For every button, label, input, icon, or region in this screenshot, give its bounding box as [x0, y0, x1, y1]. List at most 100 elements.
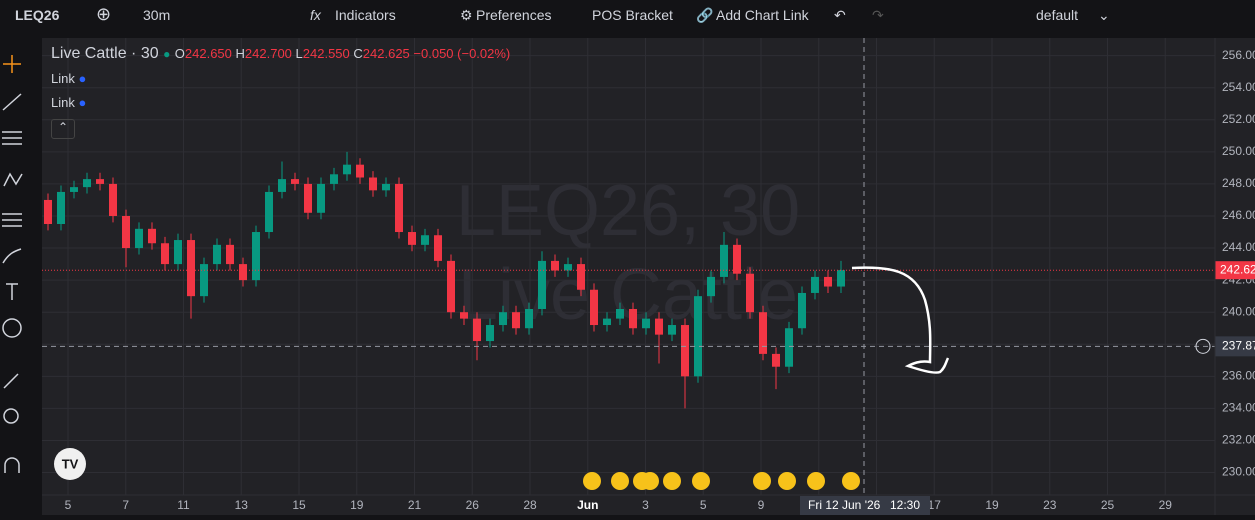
candle-body [655, 318, 663, 335]
candle-body [837, 270, 845, 287]
candle-body [798, 292, 806, 329]
interval[interactable]: 30m [143, 7, 171, 23]
candle-body [122, 215, 130, 249]
candle-body [759, 312, 767, 354]
x-tick-label: 21 [408, 498, 422, 512]
collapse[interactable]: ⌃ [51, 119, 75, 139]
crosshair-clock-label: 12:30 [890, 498, 920, 512]
link[interactable]: Link [51, 71, 75, 86]
candle-body [395, 183, 403, 233]
pos-bracket[interactable]: POS Bracket [592, 7, 673, 23]
y-tick-label: 256.00 [1222, 48, 1255, 62]
y-tick-label: 240.00 [1222, 304, 1255, 318]
candle-body [564, 264, 572, 271]
tool-icons [2, 55, 23, 473]
candle-body [512, 312, 520, 329]
undo[interactable]: ↶ [834, 7, 846, 23]
symbol[interactable]: LEQ26 [15, 7, 60, 23]
watermark: LEQ26, 30 [456, 171, 800, 251]
candle-body [720, 244, 728, 277]
x-tick-label: 5 [65, 498, 72, 512]
candle-body [824, 276, 832, 287]
x-tick-label: 7 [122, 498, 129, 512]
candle-body [148, 228, 156, 244]
candle-body [44, 199, 52, 225]
link-row[interactable]: Link ● [51, 71, 86, 86]
last-price-tag [1215, 261, 1255, 280]
candle-body [746, 273, 754, 313]
candle-body [174, 240, 182, 265]
y-tick-label: 244.00 [1222, 240, 1255, 254]
candle-body [382, 183, 390, 191]
l-label: L [295, 46, 303, 61]
candle-body [434, 235, 442, 261]
candle-body [83, 179, 91, 188]
c-value: 242.625 [362, 46, 410, 61]
candle-body [447, 260, 455, 313]
layout-menu[interactable]: ⌄ [1098, 7, 1110, 23]
candle-body [629, 308, 637, 329]
candle-body [733, 244, 741, 274]
candle-body [499, 312, 507, 326]
x-tick-label: 19 [985, 498, 999, 512]
indicators[interactable]: Indicators [335, 7, 396, 23]
candle-body [408, 232, 416, 245]
candle-body [707, 276, 715, 297]
candle-body [200, 264, 208, 297]
chart-link[interactable]: Add Chart Link [716, 7, 809, 23]
y-tick-label: 254.00 [1222, 80, 1255, 94]
y-tick-label: 246.00 [1222, 208, 1255, 222]
x-tick-label: 3 [642, 498, 649, 512]
legend-title: Live Cattle · 30 [51, 45, 159, 62]
candle-body [252, 232, 260, 281]
h-value: 242.700 [244, 46, 292, 61]
candle-body [226, 244, 234, 265]
x-tick-label: 17 [928, 498, 942, 512]
x-tick-label: 13 [235, 498, 249, 512]
ohlc: O242.650 H242.700 L242.550 C242.625 −0.0… [175, 46, 511, 61]
layout[interactable]: default [1036, 7, 1079, 23]
c-label: C [353, 46, 363, 61]
x-tick-label: 19 [350, 498, 364, 512]
preferences[interactable]: Preferences [476, 7, 552, 23]
candle-body [187, 240, 195, 297]
preferences-icon: ⚙ [460, 7, 473, 23]
candle-body [421, 235, 429, 245]
candle-body [109, 183, 117, 216]
x-tick-label: 23 [1043, 498, 1057, 512]
x-tick-label: 9 [758, 498, 765, 512]
link-row[interactable]: Link ● [51, 95, 86, 110]
redo[interactable]: ↷ [872, 7, 884, 23]
candle-body [694, 296, 702, 377]
h-label: H [235, 46, 245, 61]
l-value: 242.550 [302, 46, 350, 61]
y-tick-label: 234.00 [1222, 401, 1255, 415]
add-symbol[interactable]: ⊕ [96, 4, 112, 24]
legend-row: Live Cattle · 30 ● O242.650 H242.700 L24… [51, 45, 510, 63]
link[interactable]: Link [51, 95, 75, 110]
candle-body [161, 243, 169, 265]
candle-body [525, 308, 533, 329]
candle-body [239, 264, 247, 281]
link-dot: ● [78, 71, 87, 86]
fx-icon: fx [310, 7, 321, 23]
candle-body [265, 191, 273, 233]
candle-body [486, 325, 494, 342]
crosshair-price-label: 237.87 [1222, 339, 1255, 353]
y-tick-label: 250.00 [1222, 144, 1255, 158]
x-tick-label: Jun [577, 498, 598, 512]
candle-body [369, 177, 377, 191]
last-price-label: 242.62 [1220, 262, 1255, 276]
candle-body [70, 187, 78, 192]
candle-body [278, 179, 286, 192]
tv-logo[interactable] [54, 448, 86, 480]
candle-body [135, 228, 143, 249]
crosshair-time-label: Fri 12 Jun '26 [808, 498, 881, 512]
x-tick-label: 29 [1159, 498, 1173, 512]
chart-link-icon: 🔗 [696, 7, 714, 23]
candle-body [304, 183, 312, 213]
add-alert[interactable] [1195, 338, 1211, 354]
candle-body [343, 164, 351, 175]
